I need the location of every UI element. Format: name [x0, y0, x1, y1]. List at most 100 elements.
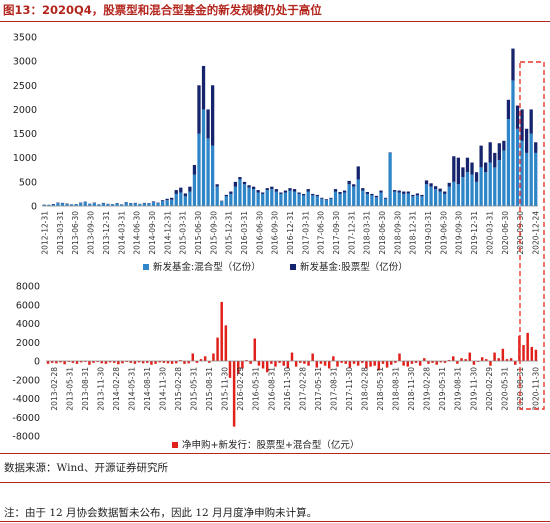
bar-equity [474, 172, 479, 182]
x-tick-label: 2017-11-30 [345, 367, 354, 411]
bar-hybrid [502, 150, 506, 206]
bar-hybrid [129, 203, 133, 206]
bar-hybrid [465, 172, 470, 206]
x-tick-label: 2016-06-30 [255, 211, 264, 255]
bar-net-subscription [340, 361, 343, 363]
bar-net-subscription [75, 361, 79, 364]
x-tick-label: 2020-08-31 [516, 367, 525, 411]
bar-net-subscription [518, 335, 521, 361]
bar-net-subscription [452, 356, 455, 361]
bar-hybrid [365, 193, 369, 206]
y-tick-label: 1500 [13, 129, 37, 140]
bar-hybrid [534, 152, 538, 206]
x-tick-label: 2013-02-28 [50, 367, 59, 411]
bar-equity [452, 156, 456, 182]
bar-net-subscription [100, 361, 104, 364]
bar-equity [233, 181, 238, 187]
bar-net-subscription [79, 361, 83, 363]
bar-net-subscription [187, 361, 190, 364]
chart-new-issuance: 0 500 1000 1500 2000 2500 3000 3500 2012-12-31 20… [0, 22, 550, 284]
legend-label: 新发基金:股票型（亿份） [300, 261, 408, 273]
bar-equity [438, 188, 442, 192]
bar-equity [311, 193, 315, 196]
x-tick-label: 2020-11-30 [531, 367, 540, 411]
bar-net-subscription [174, 361, 178, 364]
bar-net-subscription [344, 361, 347, 364]
bar-net-subscription [286, 361, 290, 369]
bar-equity [256, 190, 260, 193]
bar-net-subscription [150, 361, 153, 365]
bar-net-subscription [410, 361, 414, 364]
x-tick-label: 2019-12-31 [470, 211, 479, 255]
bar-hybrid [461, 177, 465, 206]
y-tick-label: 2500 [13, 81, 37, 92]
bar-equity [261, 192, 265, 194]
x-tick-label: 2014-08-31 [143, 367, 152, 411]
x-tick-label: 2017-12-31 [347, 211, 356, 255]
bar-equity [274, 189, 278, 192]
bar-net-subscription [365, 361, 368, 369]
bar-net-subscription [274, 361, 277, 367]
bar-net-subscription [435, 361, 438, 365]
bar-net-subscription [162, 361, 166, 363]
bar-equity [470, 162, 474, 175]
bar-net-subscription [216, 337, 219, 361]
bar-net-subscription [418, 361, 422, 366]
legend-swatch [143, 264, 149, 270]
bar-equity [402, 191, 406, 194]
bar-equity [365, 191, 369, 194]
bar-net-subscription [108, 361, 112, 363]
y-tick-label: -8000 [12, 432, 40, 443]
x-tick-label: 2020-12-24 [531, 211, 540, 255]
bar-equity [497, 143, 501, 161]
bar-hybrid [338, 193, 342, 206]
bar-hybrid [110, 204, 115, 206]
chart-net-subscription: -8000 -6000 -4000 -2000 0 2000 4000 6000 8000 201… [0, 282, 550, 452]
x-tick-label: 2019-08-31 [454, 367, 463, 411]
bar-net-subscription [299, 361, 302, 363]
bar-equity [502, 140, 506, 151]
x-tick-label: 2020-02-29 [485, 367, 494, 411]
bar-hybrid [170, 199, 174, 206]
x-tick-label: 2016-03-31 [240, 211, 249, 255]
y-tick-label: 2000 [13, 105, 37, 116]
x-tick-label: 2014-05-31 [127, 367, 136, 411]
legend-label: 新发基金:混合型（亿份） [153, 261, 261, 273]
bar-equity [320, 197, 324, 199]
bar-hybrid [247, 187, 251, 206]
bar-equity [370, 193, 374, 196]
bar-hybrid [124, 202, 128, 206]
bar-net-subscription [352, 361, 356, 364]
bar-hybrid [361, 190, 365, 206]
x-tick-label: 2016-05-31 [252, 367, 261, 411]
bar-equity [361, 188, 365, 191]
bar-equity [456, 157, 461, 185]
bar-hybrid [292, 191, 297, 206]
bar-equity [352, 184, 356, 187]
bar-net-subscription [323, 361, 327, 366]
bar-hybrid [138, 204, 142, 206]
y-tick-label: 0 [31, 202, 37, 213]
bar-equity [484, 162, 488, 173]
bar-net-subscription [208, 361, 211, 363]
bar-net-subscription [480, 357, 484, 361]
bar-equity [520, 109, 524, 141]
bar-equity [529, 109, 533, 134]
bar-equity [379, 190, 383, 193]
x-tick-label: 2014-06-30 [133, 211, 142, 255]
x-tick-label: 2013-09-30 [87, 211, 96, 255]
bar-hybrid [493, 167, 497, 206]
bar-net-subscription [121, 361, 124, 364]
y-tick-label: 500 [19, 177, 37, 188]
bar-equity [302, 193, 306, 196]
bar-hybrid [497, 160, 501, 206]
bar-hybrid [165, 200, 169, 206]
bar-hybrid [383, 198, 388, 206]
bar-equity [411, 194, 415, 197]
bar-hybrid [156, 203, 160, 206]
bar-hybrid [452, 181, 456, 206]
bar-equity [211, 85, 215, 146]
bar-equity [347, 180, 351, 185]
bar-net-subscription [133, 361, 137, 364]
